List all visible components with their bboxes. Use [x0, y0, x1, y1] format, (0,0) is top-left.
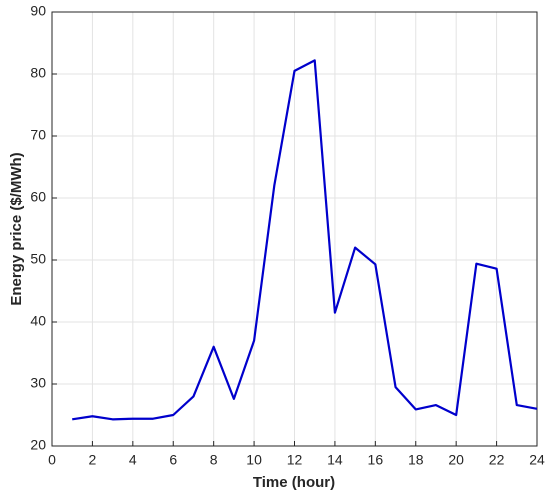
x-tick-label: 22	[489, 452, 505, 468]
y-axis-label: Energy price ($/MWh)	[8, 152, 25, 305]
x-tick-label: 4	[129, 452, 137, 468]
x-tick-label: 12	[287, 452, 303, 468]
y-tick-label: 90	[30, 3, 46, 19]
y-tick-label: 20	[30, 437, 46, 453]
y-tick-label: 60	[30, 189, 46, 205]
x-tick-label: 0	[48, 452, 56, 468]
x-tick-label: 10	[246, 452, 262, 468]
plot-frame	[51, 11, 538, 447]
x-tick-label: 8	[210, 452, 218, 468]
y-tick-label: 40	[30, 313, 46, 329]
y-tick-label: 50	[30, 251, 46, 267]
x-tick-label: 24	[529, 452, 545, 468]
y-tick-label: 80	[30, 65, 46, 81]
x-tick-label: 20	[448, 452, 464, 468]
x-tick-label: 2	[89, 452, 97, 468]
y-tick-label: 30	[30, 375, 46, 391]
x-axis-label: Time (hour)	[253, 474, 335, 491]
x-tick-label: 6	[169, 452, 177, 468]
x-tick-label: 16	[368, 452, 384, 468]
x-tick-label: 14	[327, 452, 343, 468]
data-line	[72, 59, 538, 421]
x-tick-label: 18	[408, 452, 424, 468]
y-tick-label: 70	[30, 127, 46, 143]
